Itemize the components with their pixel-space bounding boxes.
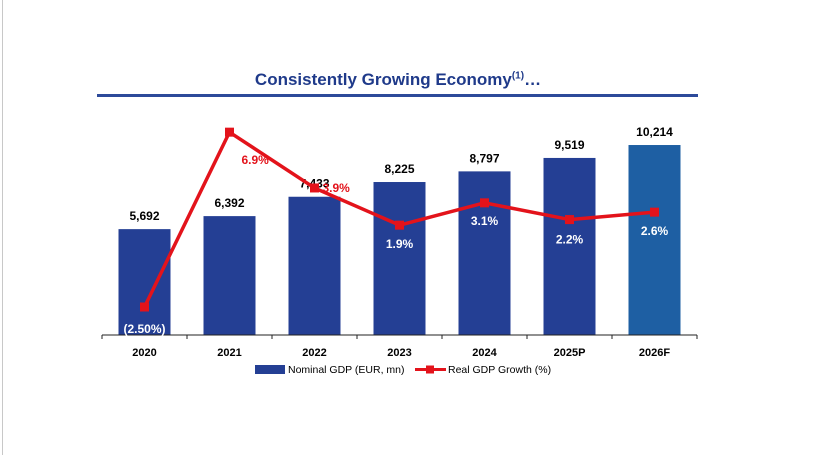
growth-marker-2022 xyxy=(310,183,319,193)
growth-marker-2024 xyxy=(480,198,489,208)
x-tick-label-2020: 2020 xyxy=(132,347,156,359)
x-tick-label-2022: 2022 xyxy=(302,347,326,359)
bar-label-2021: 6,392 xyxy=(214,196,244,210)
growth-marker-2020 xyxy=(140,302,149,312)
bar-2020 xyxy=(118,229,171,335)
bar-2021 xyxy=(203,216,256,335)
x-tick-label-2023: 2023 xyxy=(387,347,411,359)
legend-swatch-nominal-gdp xyxy=(255,365,285,374)
x-tick-label-2021: 2021 xyxy=(217,347,241,359)
bar-label-2020: 5,692 xyxy=(129,209,159,223)
legend-marker-real-gdp-growth xyxy=(426,365,434,374)
bar-2026F xyxy=(628,145,681,335)
bar-2025P xyxy=(543,157,596,335)
bar-label-2024: 8,797 xyxy=(469,151,499,165)
bar-2024 xyxy=(458,171,511,335)
legend-label-nominal-gdp: Nominal GDP (EUR, mn) xyxy=(288,364,405,376)
title-underline xyxy=(97,94,698,97)
bar-2022 xyxy=(288,196,341,335)
growth-marker-2023 xyxy=(395,220,404,230)
bar-label-2026F: 10,214 xyxy=(636,125,673,139)
growth-label-2022: 3.9% xyxy=(323,181,351,195)
growth-label-2020: (2.50%) xyxy=(123,322,165,336)
growth-label-2021: 6.9% xyxy=(242,153,270,167)
growth-label-2026F: 2.6% xyxy=(641,224,669,238)
bar-label-2025P: 9,519 xyxy=(554,138,584,152)
growth-label-2024: 3.1% xyxy=(471,214,499,228)
growth-marker-2025P xyxy=(565,215,574,225)
growth-label-2023: 1.9% xyxy=(386,237,414,251)
bar-2023 xyxy=(373,182,426,335)
bar-label-2023: 8,225 xyxy=(384,162,414,176)
growth-marker-2026F xyxy=(650,207,659,217)
legend-label-real-gdp-growth: Real GDP Growth (%) xyxy=(448,364,551,376)
growth-label-2025P: 2.2% xyxy=(556,233,584,247)
growth-marker-2021 xyxy=(225,127,234,137)
chart-title: Consistently Growing Economy(1)… xyxy=(254,70,542,89)
x-tick-label-2026F: 2026F xyxy=(639,347,670,359)
x-tick-label-2024: 2024 xyxy=(472,347,497,359)
page-border xyxy=(2,0,3,455)
x-tick-label-2025P: 2025P xyxy=(554,347,586,359)
